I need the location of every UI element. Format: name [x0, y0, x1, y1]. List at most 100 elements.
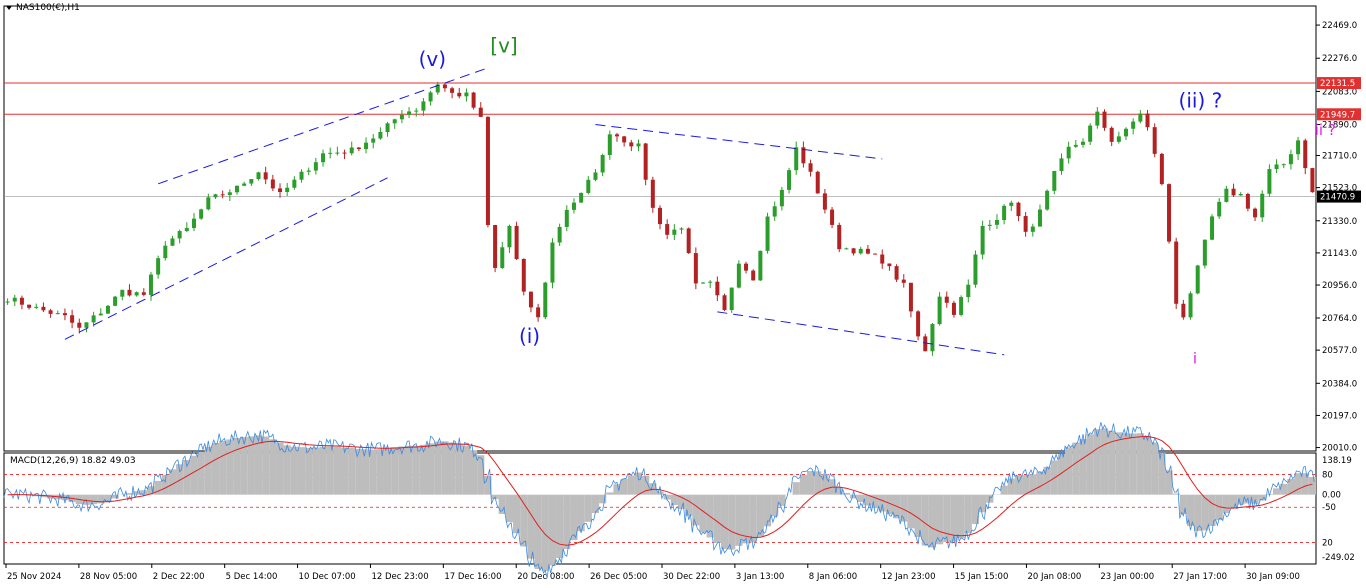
- macd-histogram-bar: [1215, 494, 1223, 521]
- macd-histogram-bar: [1280, 483, 1288, 495]
- candle-body: [471, 92, 476, 108]
- candle-body: [1088, 125, 1093, 142]
- candle-body: [328, 152, 333, 154]
- candle-body: [1095, 111, 1100, 126]
- macd-histogram-bar: [419, 444, 427, 495]
- macd-pane-frame: [3, 452, 1317, 565]
- macd-histogram-bar: [771, 494, 779, 517]
- candle-body: [887, 263, 892, 267]
- candle-body: [1281, 164, 1286, 166]
- macd-histogram-bar: [1237, 494, 1245, 505]
- macd-histogram-bar: [1108, 430, 1116, 495]
- macd-histogram-bar: [620, 478, 628, 495]
- candle-body: [722, 295, 727, 311]
- price-tick-label: 21330.0: [1322, 217, 1357, 227]
- macd-histogram-bar: [835, 486, 843, 495]
- candle-body: [614, 134, 619, 137]
- macd-histogram-bar: [1208, 494, 1216, 527]
- candle-body: [242, 183, 247, 186]
- candle-body: [399, 114, 404, 120]
- candle-body: [514, 225, 519, 259]
- candle-body: [1052, 170, 1057, 191]
- candle-body: [249, 179, 254, 184]
- macd-histogram-bar: [541, 494, 549, 571]
- price-tick-label: 20956.0: [1322, 281, 1357, 291]
- candle-body: [48, 310, 53, 314]
- candle-body: [435, 84, 440, 93]
- macd-histogram-bar: [713, 494, 721, 543]
- macd-histogram-bar: [197, 451, 205, 495]
- macd-histogram-bar: [1079, 438, 1087, 495]
- candle-body: [98, 313, 103, 316]
- macd-histogram-bar: [1065, 447, 1073, 495]
- candle-body: [177, 231, 182, 239]
- candle-body: [62, 313, 67, 316]
- candle-body: [220, 194, 225, 196]
- candle-body: [77, 322, 82, 328]
- candle-body: [779, 189, 784, 207]
- candle-body: [751, 270, 756, 281]
- macd-histogram-bar: [111, 494, 119, 499]
- candle-body: [528, 291, 533, 308]
- candle-body: [507, 225, 512, 248]
- wave-label: i: [1193, 349, 1197, 367]
- price-tick-label: 20384.0: [1322, 379, 1357, 389]
- candle-body: [34, 306, 39, 308]
- macd-histogram-bar: [448, 442, 456, 495]
- candle-body: [643, 143, 648, 180]
- candle-body: [184, 228, 189, 232]
- candle-body: [536, 307, 541, 318]
- macd-histogram-bar: [849, 494, 858, 499]
- candle-body: [550, 242, 555, 283]
- wave-label: (ii) ?: [1179, 88, 1223, 112]
- time-tick-label: 27 Jan 17:00: [1173, 572, 1227, 582]
- macd-histogram-bar: [950, 494, 958, 542]
- candle-body: [837, 224, 842, 250]
- macd-histogram-bar: [211, 443, 220, 495]
- candle-body: [980, 225, 985, 255]
- candle-body: [170, 238, 175, 246]
- macd-histogram-bar: [398, 446, 406, 495]
- macd-histogram-bar: [971, 494, 980, 525]
- candle-body: [364, 142, 369, 150]
- macd-histogram-bar: [1201, 494, 1209, 531]
- candle-body: [256, 172, 261, 180]
- macd-histogram-bar: [1000, 485, 1008, 495]
- candle-body: [141, 292, 146, 295]
- candle-body: [966, 284, 971, 298]
- candle-body: [1181, 303, 1186, 318]
- macd-histogram-bar: [1086, 434, 1094, 495]
- candle-body: [865, 248, 870, 254]
- time-tick-label: 15 Jan 15:00: [955, 572, 1009, 582]
- candle-body: [772, 206, 777, 217]
- macd-histogram-bar: [226, 439, 234, 495]
- macd-histogram-bar: [1186, 494, 1195, 527]
- candle-body: [787, 170, 792, 190]
- level-price-badge: [1317, 77, 1361, 90]
- candle-body: [1253, 208, 1258, 218]
- macd-histogram-bar: [204, 446, 212, 495]
- macd-histogram-bar: [842, 492, 850, 495]
- candle-body: [1138, 113, 1143, 122]
- candle-body: [1037, 209, 1042, 227]
- macd-histogram-bar: [147, 486, 155, 495]
- macd-histogram-bar: [477, 455, 485, 495]
- macd-histogram-bar: [814, 471, 822, 495]
- time-tick-label: 12 Dec 23:00: [371, 572, 428, 582]
- macd-histogram-bar: [742, 494, 750, 544]
- candle-body: [665, 224, 670, 235]
- candle-body: [134, 292, 139, 296]
- candle-body: [91, 315, 96, 323]
- macd-histogram-bar: [928, 494, 937, 548]
- macd-histogram-bar: [964, 494, 972, 534]
- macd-histogram-bar: [176, 464, 184, 495]
- level-price-label: 21949.7: [1320, 110, 1355, 120]
- candle-body: [636, 143, 641, 147]
- candle-body: [84, 322, 89, 328]
- dropdown-arrow-icon[interactable]: [6, 5, 12, 10]
- candle-body: [1030, 226, 1035, 232]
- candle-body: [1059, 158, 1064, 171]
- candle-body: [227, 192, 232, 196]
- macd-histogram-bar: [319, 446, 327, 495]
